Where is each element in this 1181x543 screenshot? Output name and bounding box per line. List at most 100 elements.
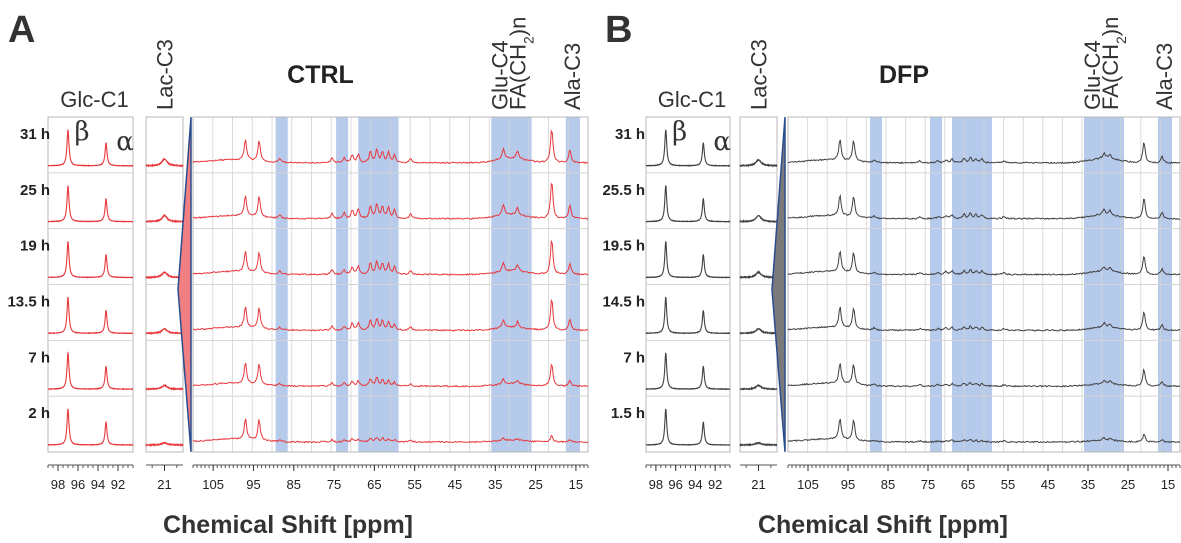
alpha-symbol: α (116, 127, 134, 157)
main-tick-label: 45 (448, 477, 462, 492)
main-tick-label: 75 (327, 477, 341, 492)
main-tick-label: 55 (1001, 477, 1015, 492)
x-axis-title: Chemical Shift [ppm] (163, 511, 413, 539)
main-tick-label: 65 (961, 477, 975, 492)
panel-A: A CTRL Glc-C1 β α 98 96 94 92 Lac-C3 21 Glu-C4FA(CH… (7, 9, 589, 539)
time-label: 14.5 h (602, 294, 645, 311)
main-tick-label: 95 (246, 477, 260, 492)
time-label: 13.5 h (7, 294, 50, 311)
band-label: Ala-C3 (560, 43, 585, 110)
glc-c1-label: Glc-C1 (60, 87, 128, 112)
glc-spectrum-line (645, 185, 731, 223)
band-label-subscript: 2 (1113, 36, 1129, 44)
band-label: Glu-C4 (487, 40, 512, 110)
main-tick-label: 85 (287, 477, 301, 492)
lac-c3-label: Lac-C3 (153, 39, 178, 110)
glc-c1-label: Glc-C1 (658, 87, 726, 112)
glc-spectrum-line (47, 296, 134, 335)
main-tick-label: 55 (407, 477, 421, 492)
main-tick-label: 85 (881, 477, 895, 492)
glc-tick-label: 96 (71, 477, 85, 492)
main-frame (192, 116, 589, 453)
lac-spectrum-line (740, 383, 778, 391)
glc-spectrum-line (47, 129, 134, 167)
lac-spectrum-line (145, 213, 184, 224)
glc-spectrum-line (645, 241, 731, 279)
time-label: 7 h (623, 349, 645, 366)
glc-spectrum-line (645, 352, 731, 391)
panel-letter: A (8, 9, 35, 51)
main-tick-label: 35 (1081, 477, 1095, 492)
main-tick-label: 105 (797, 477, 819, 492)
lac-tick-label: 21 (157, 477, 171, 492)
lac-spectrum-line (145, 383, 184, 391)
glc-tick-label: 92 (111, 477, 125, 492)
main-tick-label: 35 (488, 477, 502, 492)
time-label: 19 h (20, 238, 50, 255)
glc-subplot: Glc-C1 β α 98 96 94 92 (645, 87, 731, 492)
time-label: 25.5 h (602, 182, 645, 199)
band-label-subscript: 2 (520, 36, 536, 44)
main-tick-label: 25 (1121, 477, 1135, 492)
x-axis-title: Chemical Shift [ppm] (758, 511, 1008, 539)
glc-spectrum-line (645, 129, 731, 168)
main-tick-label: 25 (528, 477, 542, 492)
main-spectrum-line (192, 418, 589, 444)
glc-tick-label: 98 (649, 477, 663, 492)
main-spectrum-line (788, 139, 1181, 165)
main-spectrum-line (192, 239, 589, 276)
band-label: FA(CH2)n (1098, 17, 1129, 110)
lac-c3-label: Lac-C3 (747, 39, 772, 110)
condition-title: DFP (879, 61, 929, 89)
time-label: 25 h (20, 182, 50, 199)
glc-tick-label: 92 (708, 477, 722, 492)
main-tick-label: 65 (367, 477, 381, 492)
glc-tick-label: 96 (668, 477, 682, 492)
band-label-suffix: )n (505, 17, 530, 37)
band-label: Ala-C3 (1152, 43, 1177, 110)
band-label-text: FA(CH (505, 44, 530, 110)
alpha-symbol: α (713, 127, 731, 157)
main-spectrum-line (787, 418, 1181, 444)
lac-tick-label: 21 (751, 477, 765, 492)
main-tick-label: 105 (202, 477, 224, 492)
lac-spectrum-line (145, 441, 184, 448)
time-label: 19.5 h (602, 238, 645, 255)
band-label-text: FA(CH (1098, 44, 1123, 110)
band-label: Glu-C4 (1080, 40, 1105, 110)
main-spectrum-line (787, 363, 1180, 388)
lac-spectrum-line (739, 214, 778, 224)
main-spectrum-line (787, 194, 1180, 220)
lac-spectrum-line (145, 270, 184, 280)
main-spectrum-line (192, 182, 589, 220)
main-spectrum-line (192, 129, 588, 164)
lac-subplot: Lac-C3 21 (739, 39, 778, 492)
beta-symbol: β (74, 117, 89, 147)
main-tick-label: 15 (569, 477, 583, 492)
glc-tick-label: 98 (51, 477, 65, 492)
condition-title: CTRL (287, 61, 354, 89)
time-wedge (771, 116, 786, 453)
main-tick-label: 45 (1041, 477, 1055, 492)
main-tick-label: 15 (1161, 477, 1175, 492)
time-label: 2 h (28, 405, 50, 422)
main-spectrum-line (787, 250, 1181, 276)
lac-spectrum-line (145, 157, 184, 168)
lac-spectrum-line (739, 441, 778, 447)
lac-spectrum-line (739, 327, 778, 336)
beta-symbol: β (672, 117, 687, 147)
glc-spectrum-line (47, 408, 134, 447)
time-label: 31 h (615, 126, 645, 143)
band-label: FA(CH2)n (505, 17, 536, 110)
lac-spectrum-line (739, 270, 778, 280)
glc-tick-label: 94 (688, 477, 702, 492)
glc-spectrum-line (47, 185, 134, 223)
lac-subplot: Lac-C3 21 (145, 39, 184, 492)
glc-tick-label: 94 (91, 477, 105, 492)
lac-spectrum-line (145, 327, 184, 336)
glc-spectrum-line (47, 351, 134, 391)
